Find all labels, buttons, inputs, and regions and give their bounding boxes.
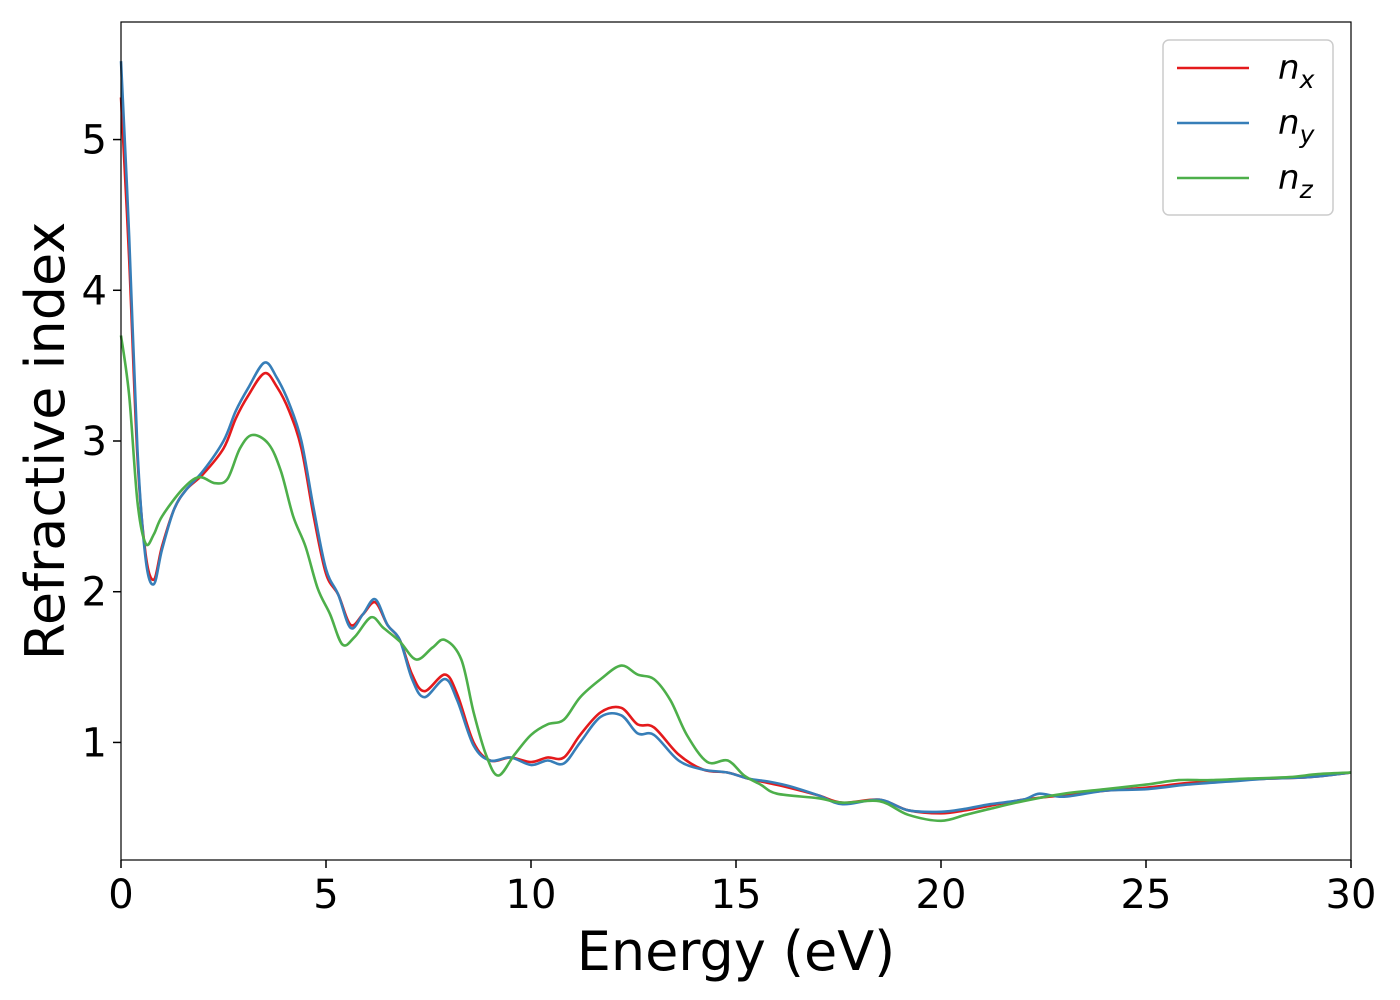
x-tick-label: 20 xyxy=(916,872,967,918)
x-tick-label: 25 xyxy=(1121,872,1172,918)
plot-area xyxy=(121,22,1351,860)
series-lines xyxy=(119,61,1352,823)
series-line-ny xyxy=(119,61,1352,814)
y-tick-label: 3 xyxy=(82,419,107,465)
x-tick-label: 10 xyxy=(506,872,557,918)
y-tick-label: 2 xyxy=(82,570,107,616)
y-axis-ticks: 1 2 3 4 5 xyxy=(82,118,121,766)
x-axis-label: Energy (eV) xyxy=(577,920,896,983)
legend-label-nz: nz xyxy=(1278,158,1314,204)
y-tick-label: 5 xyxy=(82,118,107,164)
legend-label-nx: nx xyxy=(1278,48,1315,94)
y-tick-label: 1 xyxy=(82,720,107,766)
legend-label-ny: ny xyxy=(1278,103,1316,149)
x-axis-ticks: 0 5 10 15 20 25 30 xyxy=(108,860,1376,918)
x-tick-label: 30 xyxy=(1326,872,1377,918)
y-tick-label: 4 xyxy=(82,268,107,314)
x-tick-label: 0 xyxy=(108,872,133,918)
x-tick-label: 5 xyxy=(313,872,338,918)
series-line-nz xyxy=(119,335,1352,823)
y-axis-label: Refractive index xyxy=(14,222,77,661)
legend-box xyxy=(1162,39,1334,216)
legend: nx ny nz xyxy=(1162,39,1334,216)
x-tick-label: 15 xyxy=(711,872,762,918)
